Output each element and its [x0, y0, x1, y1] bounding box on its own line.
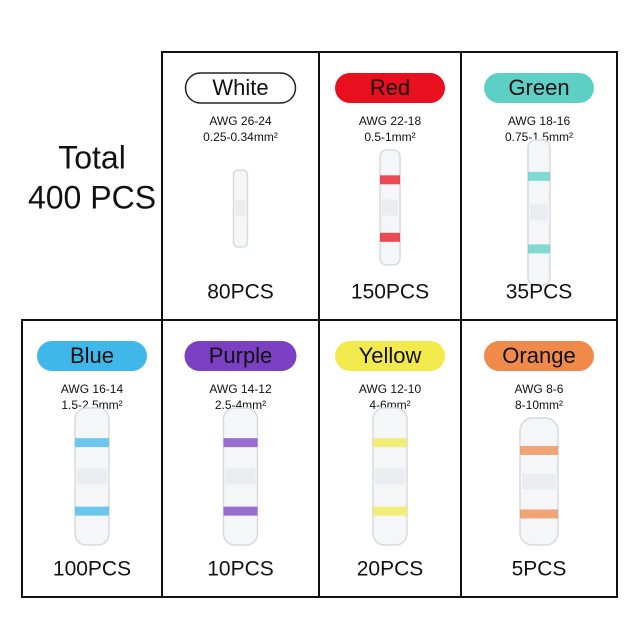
color-name: Yellow [359, 343, 422, 368]
awg-range: AWG 22-18 [359, 114, 422, 128]
piece-count: 150PCS [351, 281, 429, 304]
color-name: Red [370, 75, 410, 100]
wire-size: 2.5-4mm² [215, 398, 266, 412]
awg-range: AWG 14-12 [209, 382, 272, 396]
wire-size: 1.5-2.5mm² [61, 398, 122, 412]
color-pill [184, 72, 297, 104]
color-pill [184, 341, 297, 371]
tube-waist [375, 468, 405, 485]
piece-count: 80PCS [207, 281, 274, 304]
awg-range: AWG 18-16 [508, 114, 571, 128]
color-name: Orange [502, 343, 575, 368]
seal-band [528, 244, 550, 254]
color-pill [37, 341, 147, 371]
total-count: 400 PCS [28, 179, 156, 215]
seal-band [528, 171, 550, 181]
tube-waist [77, 468, 107, 485]
seal-band [520, 445, 558, 455]
seal-band [520, 509, 558, 519]
piece-count: 100PCS [53, 558, 131, 581]
tube-waist [382, 199, 398, 216]
tube-waist [225, 468, 256, 485]
piece-count: 20PCS [357, 558, 424, 581]
wire-size: 0.25-0.34mm² [203, 130, 278, 144]
awg-range: AWG 12-10 [359, 382, 422, 396]
seal-band [373, 506, 407, 516]
seal-band [75, 506, 109, 516]
awg-range: AWG 26-24 [209, 114, 272, 128]
wire-size: 0.75-1.5mm² [505, 130, 573, 144]
seal-band [223, 506, 258, 516]
piece-count: 35PCS [506, 281, 573, 304]
tube-waist [235, 200, 246, 217]
seal-band [380, 175, 400, 185]
color-pill [335, 341, 445, 371]
seal-band [380, 232, 400, 242]
color-name: White [212, 75, 268, 100]
tube-waist [530, 204, 548, 221]
piece-count: 5PCS [512, 558, 567, 581]
wire-size: 8-10mm² [515, 398, 563, 412]
seal-band [223, 438, 258, 448]
awg-range: AWG 16-14 [61, 382, 124, 396]
color-name: Purple [209, 343, 273, 368]
cell-border [460, 319, 618, 598]
seal-band [373, 438, 407, 448]
color-pill [484, 341, 594, 371]
wire-size: 0.5-1mm² [364, 130, 415, 144]
piece-count: 10PCS [207, 558, 274, 581]
tube-waist [522, 473, 556, 490]
color-pill [484, 73, 594, 103]
total-label: Total [58, 139, 126, 175]
awg-range: AWG 8-6 [515, 382, 564, 396]
color-name: Green [508, 75, 569, 100]
seal-band [75, 438, 109, 448]
color-name: Blue [70, 343, 114, 368]
color-pill [335, 73, 445, 103]
